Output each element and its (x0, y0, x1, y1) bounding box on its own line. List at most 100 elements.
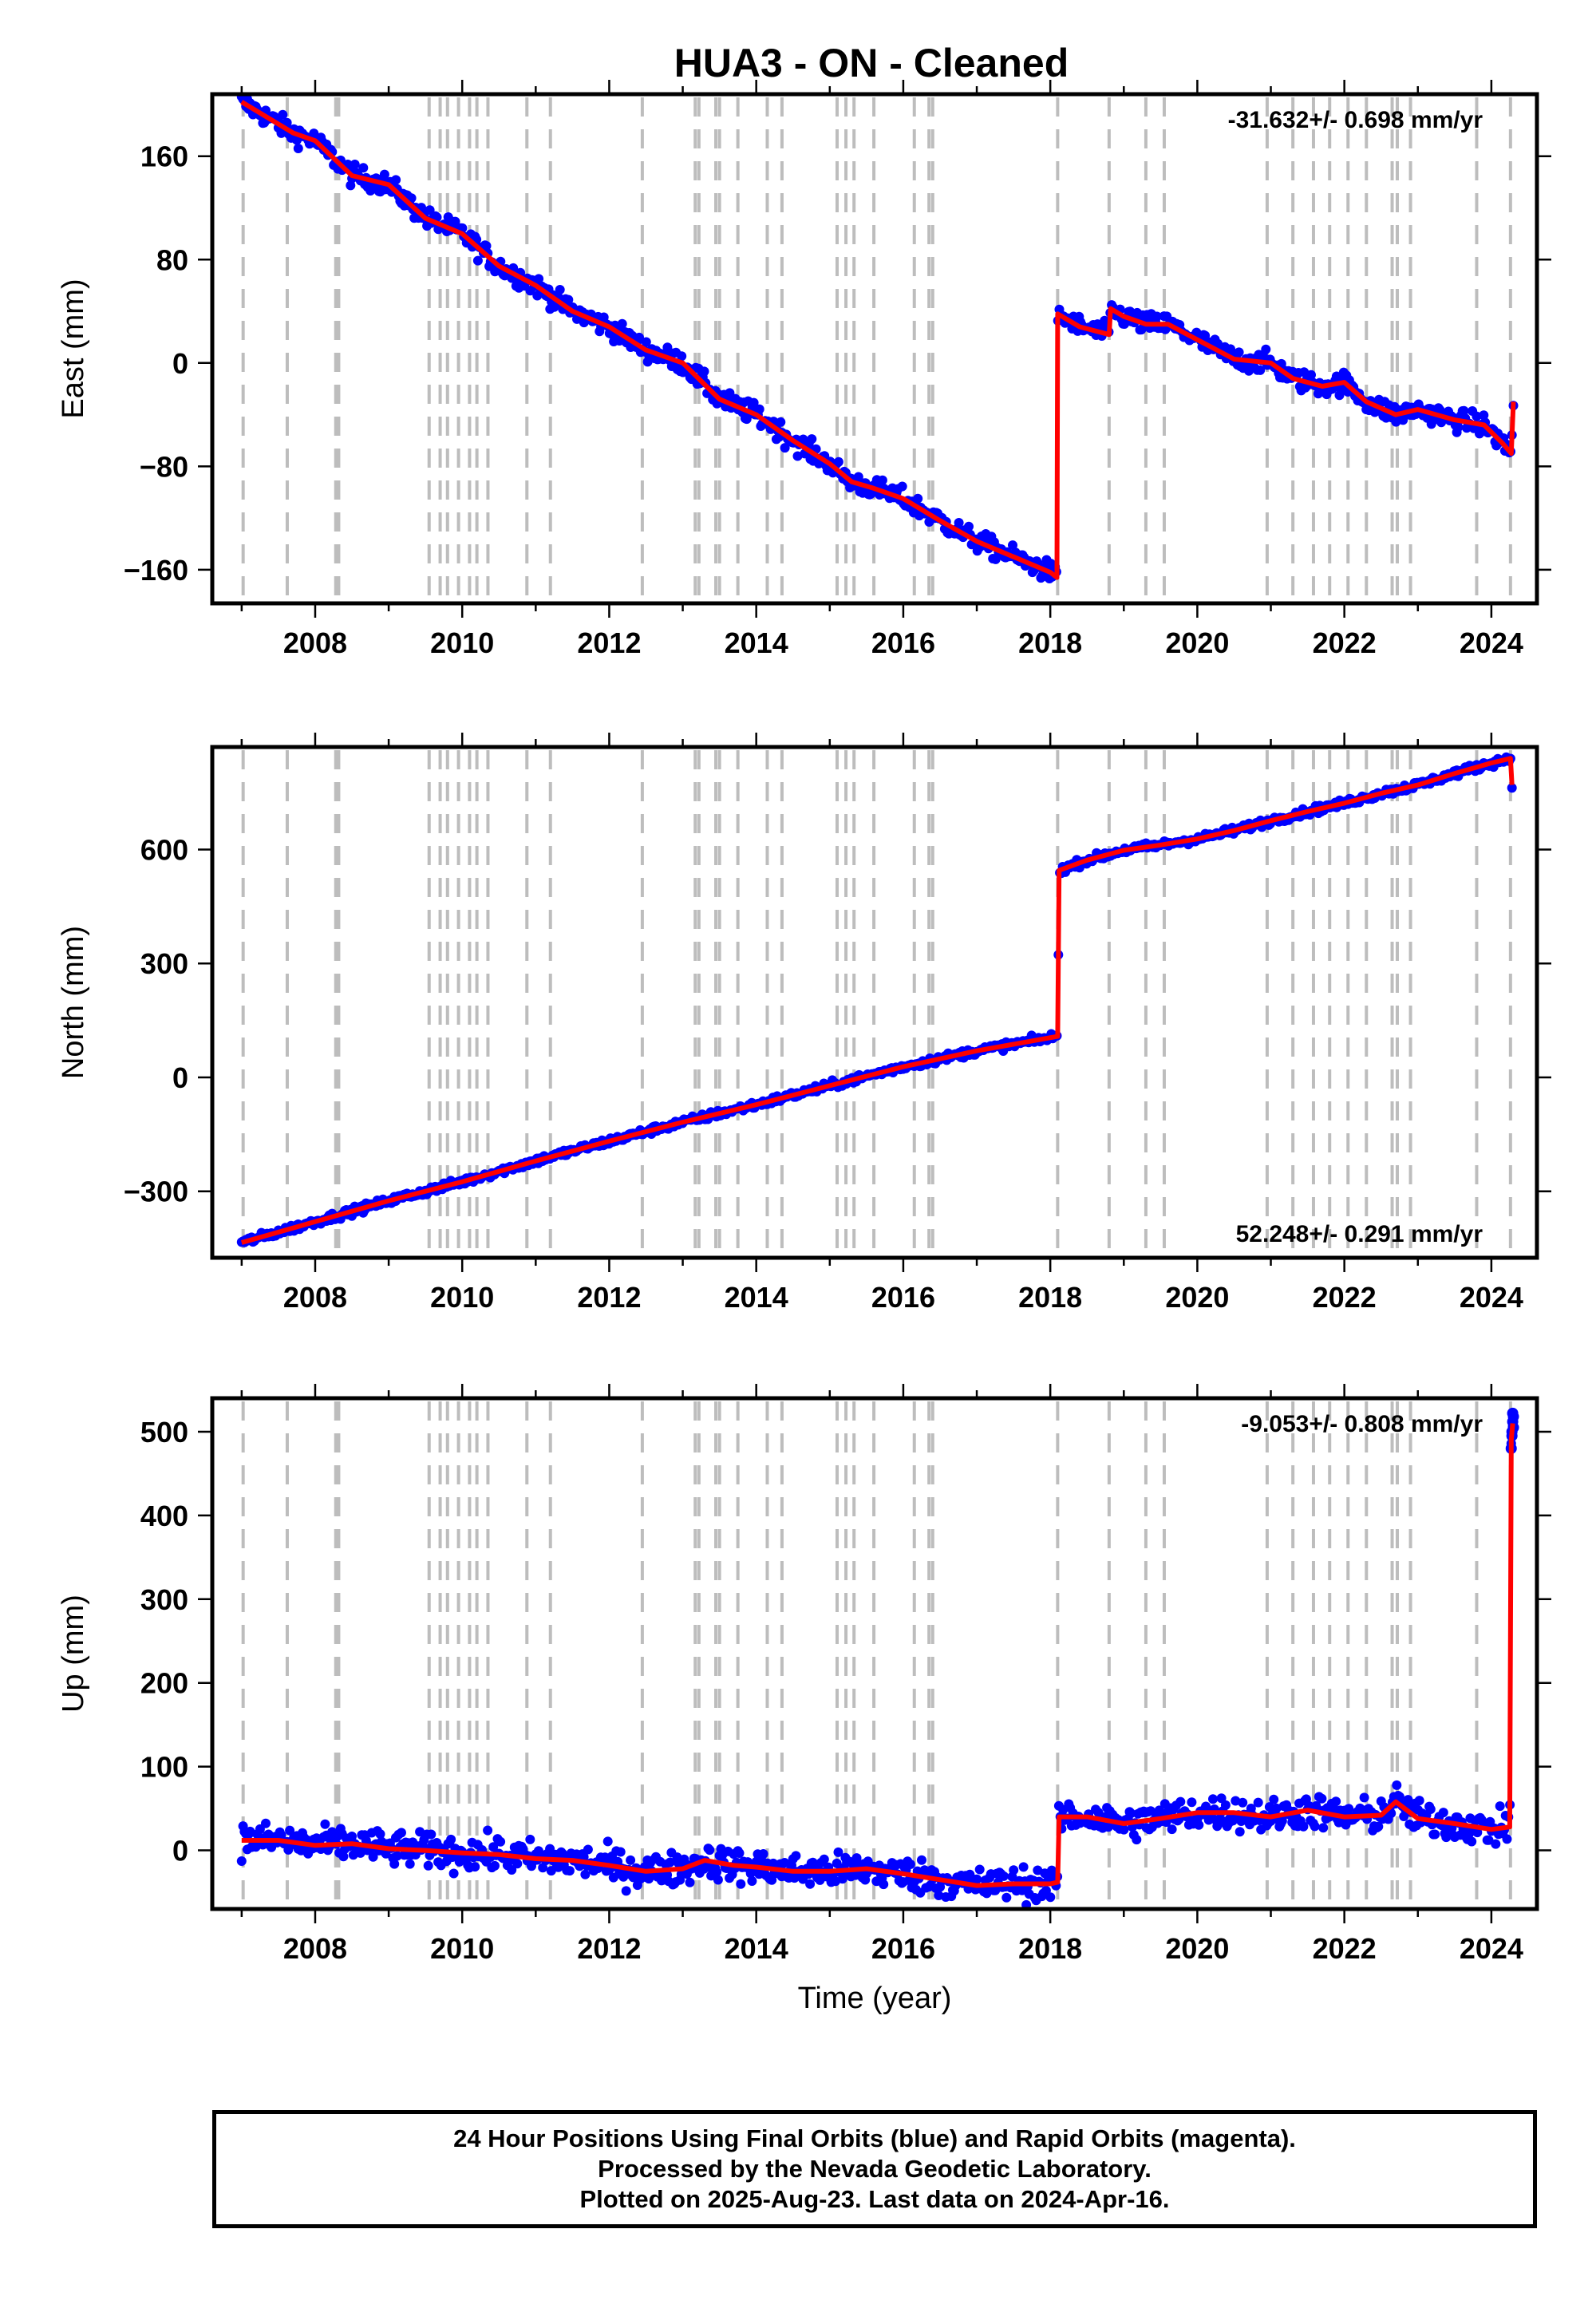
east-xtick-label: 2016 (871, 626, 935, 659)
up-xtick-label: 2022 (1313, 1932, 1377, 1965)
north-event-lines (241, 750, 1512, 1255)
up-point (791, 1851, 801, 1861)
up-point (1238, 1797, 1248, 1808)
up-ytick-label: 100 (140, 1751, 188, 1784)
up-point (1373, 1821, 1384, 1832)
east-xtick-label: 2012 (577, 626, 641, 659)
up-point (1331, 1796, 1341, 1807)
east-point (964, 521, 974, 532)
east-point (1459, 405, 1469, 416)
up-point (1344, 1804, 1354, 1814)
up-ylabel: Up (mm) (57, 1595, 90, 1713)
up-point (1201, 1801, 1211, 1812)
east-point (853, 472, 863, 482)
north-xtick-label: 2012 (577, 1281, 641, 1314)
up-point (1253, 1797, 1263, 1808)
north-xtick-label: 2014 (725, 1281, 788, 1314)
up-xtick-label: 2010 (430, 1932, 494, 1965)
up-point (602, 1836, 613, 1847)
up-point (713, 1875, 723, 1885)
up-point (426, 1829, 437, 1840)
up-point (1126, 1808, 1136, 1819)
up-xtick-label: 2012 (577, 1932, 641, 1965)
up-point (389, 1859, 400, 1869)
up-axes-frame (210, 1396, 1539, 1911)
up-xtick-label: 2014 (725, 1932, 788, 1965)
east-xtick-label: 2022 (1313, 626, 1377, 659)
east-point (293, 144, 303, 153)
east-point (350, 160, 360, 169)
up-point (734, 1848, 745, 1858)
north-rate-label: 52.248+/- 0.291 mm/yr (1236, 1221, 1483, 1247)
up-point (1269, 1794, 1279, 1804)
up-point (490, 1860, 500, 1871)
up-point (448, 1868, 459, 1879)
north-ytick-label: 600 (140, 833, 188, 866)
up-point (1491, 1839, 1501, 1849)
up-outlier-point (1507, 1407, 1519, 1419)
up-point (758, 1849, 768, 1859)
up-point (564, 1866, 575, 1876)
up-point (1483, 1835, 1494, 1845)
east-axes-frame (210, 92, 1539, 606)
up-point (320, 1819, 330, 1829)
up-point (368, 1852, 378, 1862)
east-point (534, 274, 544, 284)
up-point (1425, 1804, 1436, 1814)
north-point (1507, 783, 1517, 793)
up-point (1472, 1828, 1483, 1838)
up-point (392, 1851, 402, 1861)
east-point (358, 163, 369, 173)
east-model-line (240, 100, 1516, 580)
east-rate-label: -31.632+/- 0.698 mm/yr (1228, 107, 1483, 133)
up-point (1175, 1796, 1186, 1807)
east-point (1306, 370, 1316, 380)
up-point (1277, 1816, 1287, 1826)
up-point (583, 1844, 593, 1855)
east-event-lines (241, 97, 1512, 600)
up-point (1187, 1797, 1197, 1808)
up-point (1146, 1806, 1156, 1816)
east-point (617, 318, 627, 329)
up-point (1001, 1892, 1012, 1903)
east-point (278, 109, 288, 120)
east-point (1479, 410, 1489, 421)
east-point (749, 397, 759, 408)
east-point (877, 475, 887, 485)
north-xtick-label: 2010 (430, 1281, 494, 1314)
up-point (1093, 1808, 1104, 1818)
up-point (283, 1844, 294, 1855)
east-point (555, 285, 565, 294)
panel-up: 2008 2010 2012 2014 2016 2018 2020 2022 2024 0 100… (57, 1384, 1551, 2015)
up-point (1467, 1836, 1477, 1847)
footer-info-box: 24 Hour Positions Using Final Orbits (bl… (212, 2110, 1537, 2228)
east-point (913, 493, 923, 504)
up-xtick-label: 2018 (1018, 1932, 1082, 1965)
up-point (1392, 1780, 1402, 1790)
up-xlabel: Time (year) (798, 1982, 952, 2015)
east-point (641, 337, 651, 347)
up-point (736, 1879, 746, 1889)
north-xtick-label: 2008 (283, 1281, 347, 1314)
up-point (1318, 1823, 1329, 1833)
up-point (1310, 1821, 1320, 1832)
up-point (1394, 1792, 1404, 1802)
up-ytick-label: 300 (140, 1583, 188, 1616)
up-point (525, 1834, 535, 1844)
up-point (512, 1859, 523, 1869)
east-point (563, 294, 574, 305)
north-xtick-label: 2022 (1313, 1281, 1377, 1314)
up-point (1208, 1794, 1218, 1804)
up-point (974, 1864, 985, 1875)
up-xtick-label: 2016 (871, 1932, 935, 1965)
east-point (807, 434, 817, 445)
east-point (634, 332, 644, 342)
up-xtick-label: 2020 (1165, 1932, 1229, 1965)
east-point (754, 404, 764, 414)
east-ytick-label: −80 (140, 450, 188, 483)
up-point (488, 1842, 499, 1852)
up-point (747, 1876, 757, 1886)
up-point (917, 1855, 926, 1865)
up-point (507, 1865, 517, 1875)
